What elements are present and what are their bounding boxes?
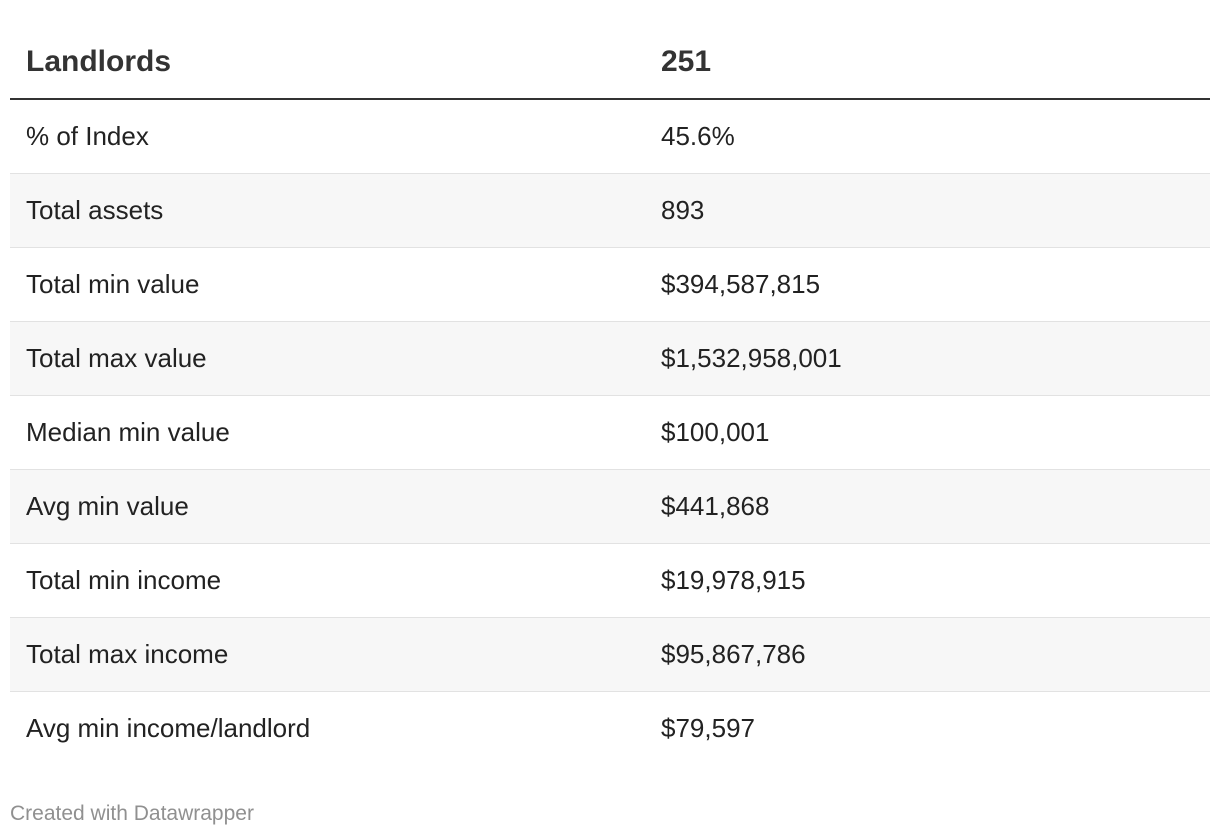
row-label: Total max income — [10, 617, 645, 692]
row-value: 893 — [645, 173, 1210, 248]
table-row: Total max value $1,532,958,001 — [10, 321, 1210, 396]
row-label: Median min value — [10, 395, 645, 470]
row-label: Avg min value — [10, 469, 645, 544]
table-row: Avg min value $441,868 — [10, 469, 1210, 544]
row-label: Total min value — [10, 247, 645, 322]
row-value: $394,587,815 — [645, 247, 1210, 322]
table-row: Total min income $19,978,915 — [10, 543, 1210, 618]
table-header: Landlords 251 — [10, 26, 1210, 100]
row-value: $79,597 — [661, 713, 755, 743]
table-row: % of Index 45.6% — [10, 99, 1210, 174]
datawrapper-credit[interactable]: Created with Datawrapper — [10, 802, 254, 825]
row-value: $1,532,958,001 — [645, 321, 1210, 396]
row-label: Total max value — [10, 321, 645, 396]
row-value: $19,978,915 — [645, 543, 1210, 618]
table-row: Total assets 893 — [10, 173, 1210, 248]
row-value: $100,001 — [645, 395, 1210, 470]
row-label: Total min income — [10, 543, 645, 618]
row-label: % of Index — [10, 99, 645, 174]
row-value: 45.6% — [645, 99, 1210, 174]
table-row: Median min value $100,001 — [10, 395, 1210, 470]
row-value: $441,868 — [645, 469, 1210, 544]
data-table-container: Landlords 251 % of Index 45.6% Total ass… — [10, 26, 1210, 765]
table-row: Total max income $95,867,786 — [10, 617, 1210, 692]
table-body: % of Index 45.6% Total assets 893 Total … — [10, 99, 1210, 765]
data-table: Landlords 251 % of Index 45.6% Total ass… — [10, 26, 1210, 765]
header-value: 251 — [645, 26, 1210, 100]
row-value: $95,867,786 — [645, 617, 1210, 692]
header-row: Landlords 251 — [10, 26, 1210, 100]
row-label: Avg min income/landlord — [26, 713, 311, 743]
table-row: Avg min income/landlord $79,597 — [10, 692, 1210, 766]
header-label: Landlords — [10, 26, 645, 100]
row-label: Total assets — [10, 173, 645, 248]
table-row: Total min value $394,587,815 — [10, 247, 1210, 322]
